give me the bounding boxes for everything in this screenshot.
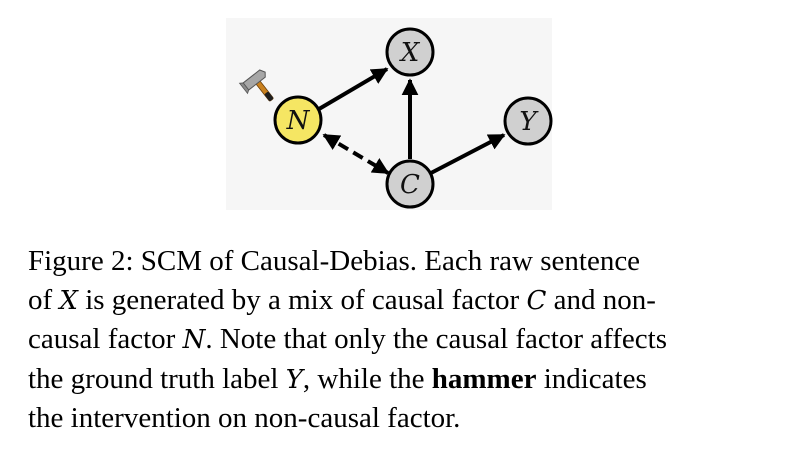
node-n-label: N	[286, 106, 311, 136]
node-n: N	[273, 95, 323, 145]
caption-line-2: of X is generated by a mix of causal fac…	[28, 281, 768, 321]
node-c: C	[385, 159, 435, 209]
caption-text: of	[28, 283, 53, 316]
hammer-icon	[238, 69, 274, 102]
edge-n-to-x	[317, 67, 389, 111]
caption-hammer-word: hammer	[431, 362, 537, 395]
node-c-circle	[385, 159, 435, 209]
caption-var-y: Y	[285, 364, 303, 395]
caption-text: causal factor	[28, 323, 176, 355]
caption-text: and non-	[553, 283, 656, 316]
caption-line-1: Figure 2: SCM of Causal-Debias. Each raw…	[28, 245, 641, 277]
caption-text: indicates	[543, 362, 647, 395]
caption-var-x: X	[59, 285, 78, 316]
caption-text: , while the	[302, 362, 425, 395]
node-n-circle	[273, 95, 323, 145]
caption-text: is generated by a mix of causal factor	[85, 283, 520, 316]
caption-text: . Note that only the causal factor affec…	[205, 323, 667, 355]
figure-caption: Figure 2: SCM of Causal-Debias. Each raw…	[28, 242, 768, 438]
caption-line-4: the ground truth label Y, while the hamm…	[28, 360, 768, 400]
caption-var-n: N	[182, 325, 206, 355]
node-x-label: X	[399, 38, 421, 68]
caption-var-c: C	[526, 285, 547, 316]
caption-text: the ground truth label	[28, 362, 279, 395]
caption-line-3: causal factor N. Note that only the caus…	[28, 320, 768, 360]
node-x: X	[385, 27, 435, 77]
edge-n-c-dashed	[322, 133, 390, 175]
node-x-circle	[385, 27, 435, 77]
node-y-label: Y	[519, 107, 539, 137]
node-y-circle	[503, 96, 553, 146]
node-c-label: C	[400, 170, 420, 200]
node-y: Y	[503, 96, 553, 146]
edge-c-to-y	[430, 133, 506, 175]
scm-diagram: N X Y C	[238, 27, 553, 209]
caption-line-5: the intervention on non-causal factor.	[28, 402, 461, 434]
